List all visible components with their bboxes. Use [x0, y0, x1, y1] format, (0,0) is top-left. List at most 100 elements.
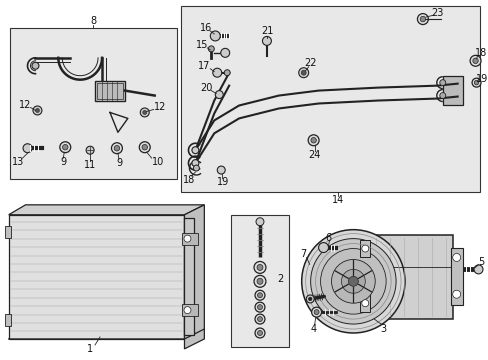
Text: 12: 12: [153, 103, 165, 112]
Circle shape: [36, 108, 40, 112]
Circle shape: [191, 147, 199, 154]
Circle shape: [361, 300, 368, 307]
Text: 18: 18: [183, 175, 195, 185]
Text: 18: 18: [474, 48, 487, 58]
Circle shape: [253, 261, 265, 273]
Circle shape: [253, 275, 265, 287]
Circle shape: [439, 80, 445, 86]
Circle shape: [183, 307, 190, 314]
Circle shape: [473, 265, 482, 274]
Circle shape: [32, 62, 39, 69]
Circle shape: [473, 80, 478, 85]
Circle shape: [257, 265, 263, 270]
Circle shape: [301, 70, 305, 75]
Text: 14: 14: [332, 195, 344, 205]
Text: 24: 24: [308, 150, 320, 160]
Circle shape: [311, 307, 321, 317]
Circle shape: [60, 142, 71, 153]
Circle shape: [472, 58, 477, 63]
Circle shape: [210, 31, 220, 41]
Bar: [10, 28, 176, 179]
Bar: [363, 235, 452, 319]
Circle shape: [307, 135, 319, 146]
Text: 21: 21: [261, 26, 274, 36]
Bar: [450, 248, 462, 305]
Text: 23: 23: [431, 8, 443, 18]
Circle shape: [262, 36, 271, 45]
Text: 16: 16: [200, 23, 212, 33]
Circle shape: [208, 46, 214, 52]
Text: 8: 8: [90, 16, 96, 26]
Circle shape: [86, 146, 94, 154]
Circle shape: [419, 16, 425, 22]
Circle shape: [256, 218, 264, 226]
Bar: [5, 226, 11, 238]
Circle shape: [254, 328, 264, 338]
Circle shape: [254, 290, 264, 300]
Text: 11: 11: [84, 160, 96, 170]
Circle shape: [257, 330, 262, 336]
Text: 2: 2: [277, 274, 284, 284]
Circle shape: [215, 91, 223, 99]
Bar: [231, 215, 288, 347]
Circle shape: [305, 295, 314, 303]
Bar: [95, 81, 124, 100]
Text: 20: 20: [200, 82, 212, 93]
Circle shape: [310, 138, 316, 143]
Circle shape: [320, 248, 386, 314]
Circle shape: [361, 245, 368, 252]
Text: 4: 4: [310, 324, 316, 334]
Circle shape: [254, 314, 264, 324]
Circle shape: [139, 142, 150, 153]
Bar: [182, 233, 198, 244]
Circle shape: [114, 145, 120, 151]
Circle shape: [23, 144, 32, 153]
Circle shape: [111, 143, 122, 154]
Circle shape: [142, 144, 147, 150]
Circle shape: [347, 276, 358, 286]
Circle shape: [308, 297, 311, 301]
Circle shape: [191, 159, 199, 167]
Circle shape: [318, 243, 328, 252]
Circle shape: [331, 260, 374, 303]
Circle shape: [257, 305, 262, 310]
Bar: [442, 76, 462, 105]
Circle shape: [257, 316, 262, 321]
Circle shape: [220, 48, 229, 57]
Circle shape: [257, 293, 262, 298]
Polygon shape: [9, 205, 204, 215]
Circle shape: [452, 290, 460, 298]
Text: 5: 5: [477, 257, 484, 267]
Text: 22: 22: [304, 58, 316, 68]
Bar: [360, 294, 369, 312]
Circle shape: [471, 78, 480, 87]
Circle shape: [193, 165, 199, 171]
Text: 17: 17: [198, 61, 210, 71]
Text: 12: 12: [20, 100, 32, 111]
Circle shape: [469, 55, 480, 66]
Text: 7: 7: [300, 248, 306, 258]
Circle shape: [417, 14, 427, 24]
Circle shape: [183, 235, 190, 242]
Circle shape: [212, 68, 221, 77]
Bar: [181, 6, 479, 192]
Circle shape: [224, 70, 230, 76]
Circle shape: [217, 166, 225, 174]
Text: 19: 19: [475, 74, 488, 84]
Circle shape: [62, 144, 68, 150]
Text: 1: 1: [87, 344, 93, 354]
Text: 19: 19: [217, 177, 229, 187]
Text: 9: 9: [117, 158, 122, 168]
Bar: [5, 314, 11, 326]
Circle shape: [310, 239, 395, 324]
Circle shape: [341, 269, 365, 293]
Circle shape: [257, 278, 263, 284]
Text: 3: 3: [379, 324, 386, 334]
Circle shape: [298, 68, 308, 78]
Circle shape: [301, 230, 404, 333]
Bar: [97, 83, 122, 99]
Polygon shape: [184, 205, 204, 349]
Text: 13: 13: [12, 157, 25, 167]
Circle shape: [439, 93, 445, 99]
Text: 15: 15: [196, 40, 208, 50]
